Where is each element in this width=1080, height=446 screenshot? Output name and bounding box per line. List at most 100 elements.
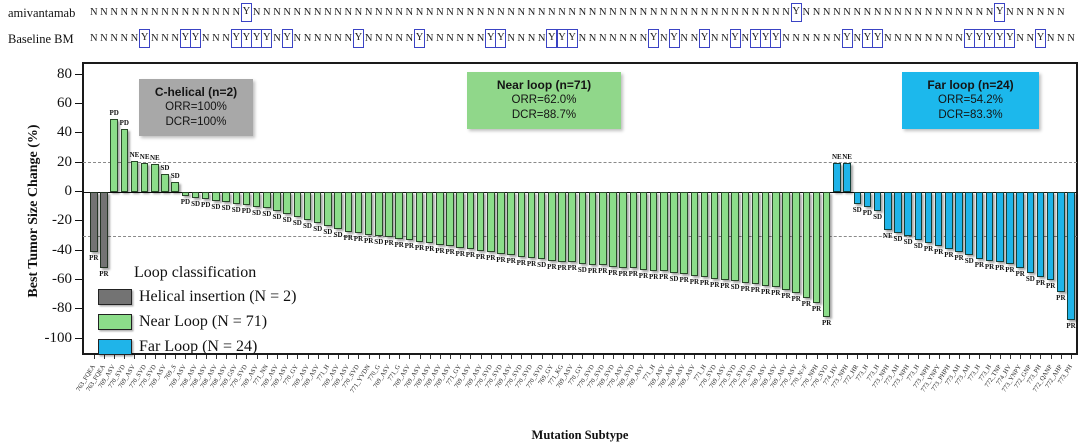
no-letter: N <box>486 7 495 18</box>
bar-response-label: PD <box>862 208 873 217</box>
no-letter: N <box>812 33 821 44</box>
y-axis-tick <box>75 161 82 163</box>
bar-response-label: PR <box>89 254 99 263</box>
no-letter: N <box>894 33 902 44</box>
x-axis-tick <box>775 355 777 359</box>
no-letter: N <box>863 7 872 18</box>
no-letter: N <box>344 33 353 44</box>
bar <box>619 192 627 269</box>
bar-response-label: PR <box>587 267 598 276</box>
bar <box>741 192 750 283</box>
y-axis-tick <box>75 191 82 192</box>
no-letter: N <box>405 7 414 18</box>
bar-response-label: SD <box>303 221 312 230</box>
no-letter: N <box>446 7 454 18</box>
legend-item-label: Near Loop (N = 71) <box>139 312 268 330</box>
x-axis-tick <box>623 355 625 359</box>
bar <box>548 192 556 261</box>
bar <box>222 192 230 203</box>
x-axis-tick <box>816 355 818 359</box>
x-axis-tick <box>276 355 278 359</box>
x-axis-tick <box>419 355 421 359</box>
x-axis-tick <box>134 355 136 359</box>
stat-box-orr: ORR=100% <box>165 101 227 113</box>
bar <box>273 192 281 212</box>
bar <box>140 162 149 192</box>
x-axis-tick <box>602 355 604 359</box>
y-axis-tick-label: 0 <box>64 183 73 199</box>
x-axis-tick <box>1030 355 1032 359</box>
yes-letter: Y <box>790 3 802 22</box>
bar-response-label: PR <box>1035 279 1046 288</box>
y-axis-tick-label: -20 <box>52 212 72 229</box>
bar-response-label: PR <box>1005 265 1015 274</box>
x-axis-tick <box>704 355 706 359</box>
no-letter: N <box>619 7 627 18</box>
no-letter: N <box>89 7 98 18</box>
no-letter: N <box>517 7 526 18</box>
no-letter: N <box>303 7 312 18</box>
bar-response-label: SD <box>292 218 302 227</box>
bar <box>263 192 271 209</box>
no-letter: N <box>100 33 108 44</box>
bar-response-label: NE <box>882 232 893 241</box>
yes-letter: Y <box>281 29 293 48</box>
no-letter: N <box>741 33 750 44</box>
no-letter: N <box>598 7 607 18</box>
y-axis-tick <box>75 132 82 134</box>
no-letter: N <box>568 7 576 18</box>
bar <box>833 162 841 192</box>
x-axis-tick <box>653 355 655 359</box>
no-letter: N <box>527 33 536 44</box>
no-letter: N <box>945 33 953 44</box>
x-axis-tick <box>999 355 1001 359</box>
bar-response-label: PR <box>811 305 822 314</box>
bar-response-label: PR <box>699 279 710 288</box>
x-axis-tick <box>266 355 268 359</box>
no-letter: N <box>436 33 444 44</box>
bar-response-label: PR <box>496 255 506 264</box>
bar-response-label: PR <box>822 318 832 327</box>
x-axis-tick <box>348 355 350 359</box>
yes-letter: Y <box>240 3 252 22</box>
no-letter: N <box>395 33 403 44</box>
legend-items: Helical insertion (N = 2) Near Loop (N = … <box>98 284 348 359</box>
y-axis-tick <box>75 249 82 251</box>
x-axis-tick <box>684 355 686 359</box>
x-axis-title: Mutation Subtype <box>531 428 629 442</box>
x-axis-tick <box>633 355 635 359</box>
x-axis-tick <box>806 355 808 359</box>
legend: Loop classification Helical insertion (N… <box>98 264 348 359</box>
x-axis-tick <box>928 355 930 359</box>
yes-letter: Y <box>841 29 853 48</box>
x-axis-tick <box>592 355 594 359</box>
bar <box>201 192 210 200</box>
bar-response-label: NE <box>832 152 842 161</box>
y-axis-tick-label: 40 <box>57 124 72 141</box>
bar-response-label: PR <box>526 260 537 268</box>
bar <box>609 192 617 267</box>
bar <box>721 192 729 280</box>
legend-swatch <box>98 313 132 330</box>
x-axis-tick <box>908 355 910 359</box>
x-axis-tick <box>948 355 950 359</box>
x-axis-tick <box>531 355 533 359</box>
bar-response-label: SD <box>537 261 547 270</box>
stat-box-title: C-helical (n=2) <box>154 85 238 99</box>
no-letter: N <box>466 7 475 18</box>
bar-response-label: SD <box>272 213 282 222</box>
y-axis-tick-label: -80 <box>52 300 72 317</box>
x-axis-tick <box>246 355 248 359</box>
legend-title: Loop classification <box>134 264 257 281</box>
no-letter: N <box>374 33 383 44</box>
no-letter: N <box>924 7 933 18</box>
x-axis-tick <box>154 355 156 359</box>
no-letter: N <box>1057 7 1065 18</box>
no-letter: N <box>354 7 363 18</box>
bar-response-label: SD <box>333 230 343 239</box>
no-letter: N <box>537 7 546 18</box>
amivantamab-row-label: amivantamab <box>8 6 76 20</box>
no-letter: N <box>822 7 831 18</box>
x-axis-tick <box>847 355 849 359</box>
